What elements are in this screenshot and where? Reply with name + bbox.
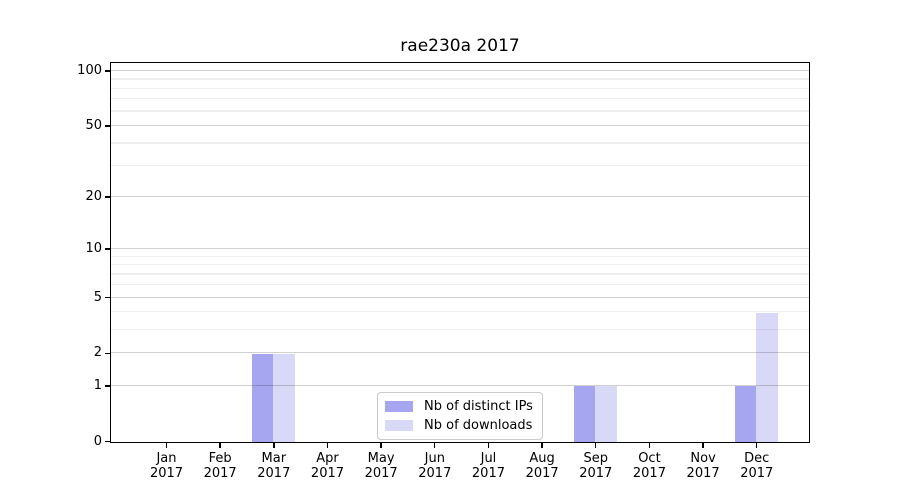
y-tick-mark-1 xyxy=(105,385,110,387)
x-tick-mark-mar xyxy=(273,443,275,448)
plot-area xyxy=(110,62,810,443)
bar-distinct-ips-dec xyxy=(734,386,757,442)
legend-label-downloads: Nb of downloads xyxy=(424,418,533,433)
legend: Nb of distinct IPs Nb of downloads xyxy=(377,392,543,440)
x-tick-mark-sep xyxy=(595,443,597,448)
x-tick-mark-oct xyxy=(648,443,651,448)
y-tick-label-20: 20 xyxy=(85,189,102,205)
y-tick-label-10: 10 xyxy=(85,241,102,257)
legend-label-distinct-ips: Nb of distinct IPs xyxy=(424,399,533,414)
x-tick-mark-dec xyxy=(756,443,758,448)
x-tick-label-jul: Jul 2017 xyxy=(471,451,505,481)
bar-distinct-ips-mar xyxy=(251,353,274,442)
y-tick-label-100: 100 xyxy=(77,63,102,79)
x-tick-label-apr: Apr 2017 xyxy=(310,451,345,481)
x-tick-label-jun: Jun 2017 xyxy=(418,451,452,481)
legend-row-distinct-ips: Nb of distinct IPs xyxy=(385,397,533,416)
x-tick-mark-jan xyxy=(165,443,168,448)
x-tick-mark-apr xyxy=(326,443,329,448)
x-tick-label-oct: Oct 2017 xyxy=(632,451,666,481)
x-tick-label-sep: Sep 2017 xyxy=(579,451,613,481)
x-tick-label-mar: Mar 2017 xyxy=(257,451,291,481)
y-tick-mark-2 xyxy=(105,352,110,354)
x-tick-label-nov: Nov 2017 xyxy=(686,451,720,481)
legend-row-downloads: Nb of downloads xyxy=(385,416,533,435)
y-tick-mark-20 xyxy=(105,196,110,198)
x-tick-label-feb: Feb 2017 xyxy=(203,451,237,481)
y-tick-label-50: 50 xyxy=(85,117,102,133)
y-tick-label-2: 2 xyxy=(93,345,102,361)
x-tick-mark-jun xyxy=(434,443,436,448)
bar-distinct-ips-sep xyxy=(573,386,596,442)
bar-downloads-sep xyxy=(595,386,617,442)
x-tick-mark-feb xyxy=(219,443,221,448)
chart-title: rae230a 2017 xyxy=(400,36,520,56)
y-tick-label-5: 5 xyxy=(93,289,102,305)
y-tick-label-1: 1 xyxy=(93,377,102,393)
x-tick-mark-nov xyxy=(702,443,704,448)
y-tick-mark-5 xyxy=(105,296,110,299)
legend-swatch-distinct-ips xyxy=(385,401,413,412)
bar-downloads-dec xyxy=(756,312,778,442)
x-tick-label-aug: Aug 2017 xyxy=(525,451,559,481)
y-tick-mark-0 xyxy=(105,440,110,443)
x-tick-mark-jul xyxy=(487,443,490,448)
x-tick-label-jan: Jan 2017 xyxy=(149,451,184,481)
bars-layer xyxy=(111,63,809,442)
x-tick-mark-may xyxy=(380,443,382,448)
y-tick-mark-100 xyxy=(105,70,110,72)
bar-downloads-mar xyxy=(273,353,295,442)
legend-swatch-downloads xyxy=(385,420,413,431)
y-tick-mark-50 xyxy=(105,125,110,127)
x-tick-label-may: May 2017 xyxy=(364,451,398,481)
y-tick-mark-10 xyxy=(105,248,110,250)
x-tick-mark-aug xyxy=(541,443,543,448)
x-tick-label-dec: Dec 2017 xyxy=(740,451,774,481)
y-tick-label-0: 0 xyxy=(93,433,102,449)
